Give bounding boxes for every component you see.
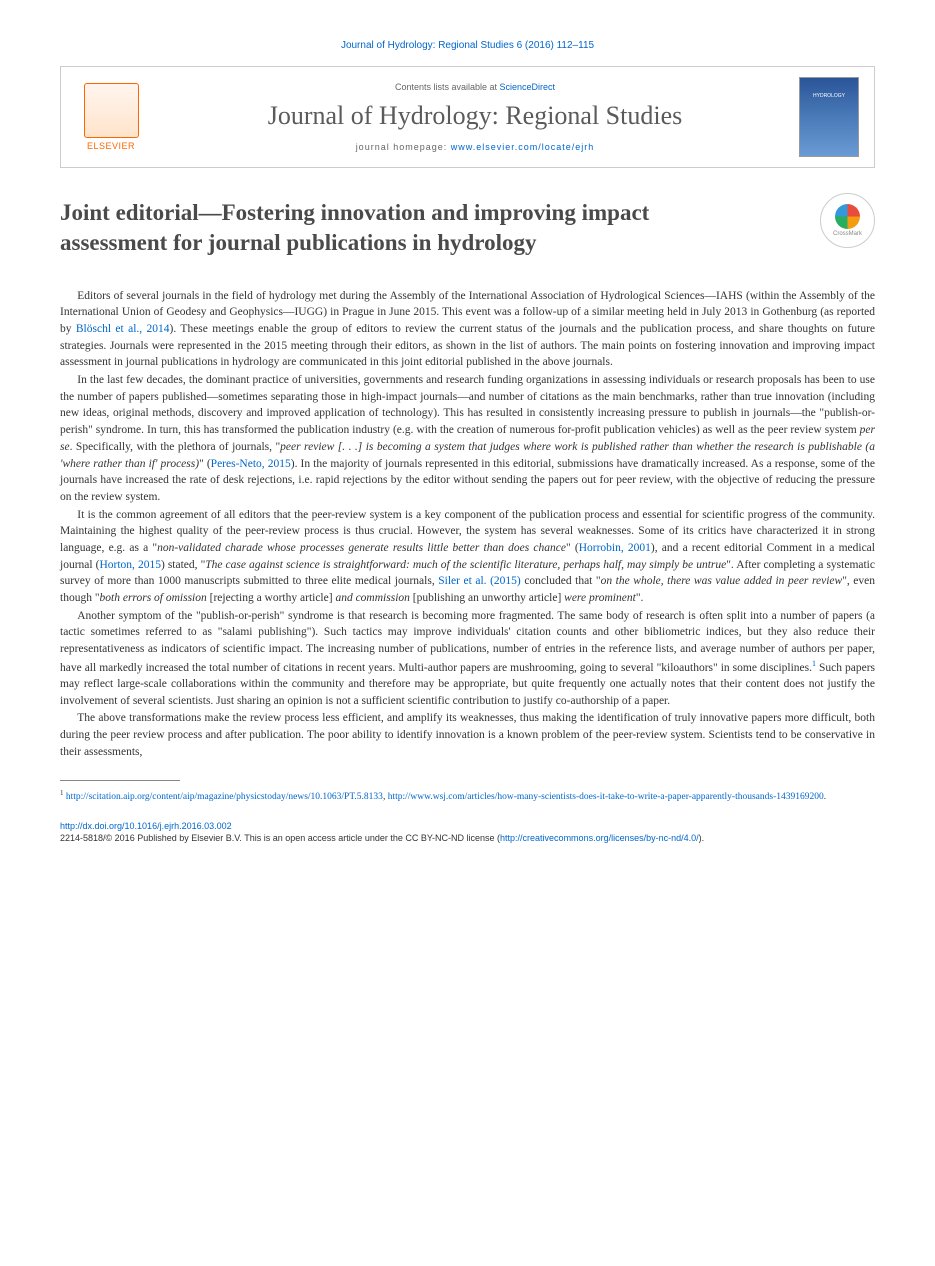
ref-peres-neto-2015[interactable]: Peres-Neto, 2015 (211, 458, 291, 470)
copyright-text: 2214-5818/© 2016 Published by Elsevier B… (60, 833, 500, 843)
license-link[interactable]: http://creativecommons.org/licenses/by-n… (500, 833, 699, 843)
footnote-number: 1 (60, 789, 64, 797)
crossmark-badge[interactable]: CrossMark (820, 193, 875, 248)
article-title: Joint editorial—Fostering innovation and… (60, 198, 760, 258)
article-body: Editors of several journals in the field… (60, 288, 875, 761)
journal-name: Journal of Hydrology: Regional Studies (166, 100, 784, 131)
elsevier-label: ELSEVIER (87, 141, 135, 151)
contents-line: Contents lists available at ScienceDirec… (166, 82, 784, 92)
ref-siler-2015[interactable]: Siler et al. (2015) (438, 575, 521, 587)
header-center: Contents lists available at ScienceDirec… (166, 82, 784, 151)
contents-label: Contents lists available at (395, 82, 500, 92)
ref-horrobin-2001[interactable]: Horrobin, 2001 (579, 542, 651, 554)
sciencedirect-link[interactable]: ScienceDirect (500, 82, 556, 92)
crossmark-label: CrossMark (833, 231, 862, 237)
ref-bloschl-2014[interactable]: Blöschl et al., 2014 (76, 323, 170, 335)
paragraph-3: It is the common agreement of all editor… (60, 507, 875, 607)
elsevier-tree-icon (84, 83, 139, 138)
journal-header-box: ELSEVIER Contents lists available at Sci… (60, 66, 875, 168)
ref-horton-2015[interactable]: Horton, 2015 (99, 559, 161, 571)
journal-cover-thumbnail[interactable]: HYDROLOGY (799, 77, 859, 157)
homepage-link[interactable]: www.elsevier.com/locate/ejrh (451, 142, 595, 152)
paragraph-4: Another symptom of the "publish-or-peris… (60, 608, 875, 710)
homepage-line: journal homepage: www.elsevier.com/locat… (166, 142, 784, 152)
footnote-separator (60, 780, 180, 781)
cover-text: HYDROLOGY (803, 93, 855, 99)
elsevier-logo[interactable]: ELSEVIER (76, 77, 146, 157)
article-footer-info: http://dx.doi.org/10.1016/j.ejrh.2016.03… (60, 820, 875, 845)
journal-reference-header: Journal of Hydrology: Regional Studies 6… (60, 40, 875, 51)
paragraph-2: In the last few decades, the dominant pr… (60, 372, 875, 505)
footnote-url-1[interactable]: http://scitation.aip.org/content/aip/mag… (66, 793, 383, 803)
crossmark-icon (835, 204, 860, 229)
doi-link[interactable]: http://dx.doi.org/10.1016/j.ejrh.2016.03… (60, 821, 232, 831)
footnote-1: 1 http://scitation.aip.org/content/aip/m… (60, 789, 875, 804)
footnote-url-2[interactable]: http://www.wsj.com/articles/how-many-sci… (388, 793, 824, 803)
homepage-label: journal homepage: (356, 142, 451, 152)
paragraph-1: Editors of several journals in the field… (60, 288, 875, 371)
paragraph-5: The above transformations make the revie… (60, 710, 875, 760)
